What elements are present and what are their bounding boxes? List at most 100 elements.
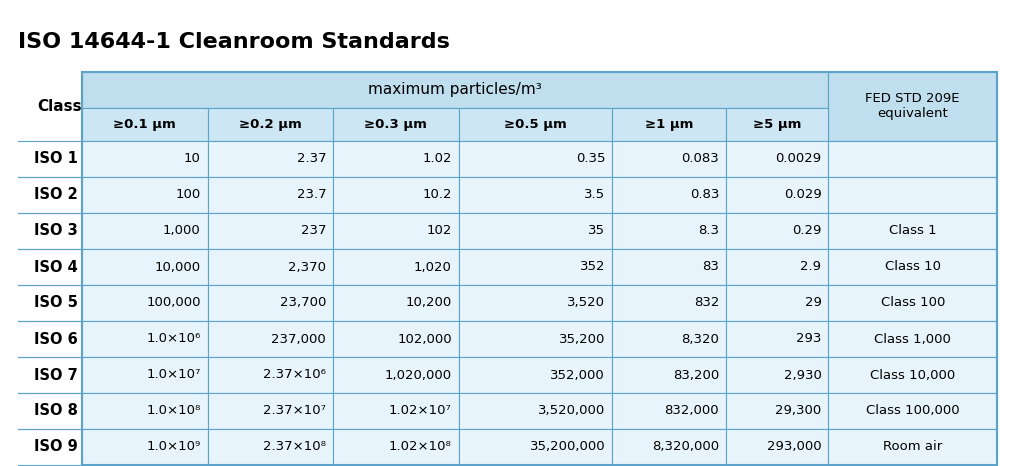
Bar: [207, 177, 333, 213]
Bar: [726, 285, 828, 321]
Bar: [612, 429, 726, 465]
Text: ≥1 μm: ≥1 μm: [645, 118, 693, 131]
Text: 10.2: 10.2: [422, 189, 452, 201]
Text: 10,200: 10,200: [405, 296, 452, 309]
Bar: [82, 393, 207, 429]
Bar: [207, 429, 333, 465]
Text: 1,000: 1,000: [162, 225, 201, 238]
Text: ISO 5: ISO 5: [33, 295, 78, 310]
Bar: [18, 141, 82, 177]
Text: 0.29: 0.29: [792, 225, 821, 238]
Bar: [18, 357, 82, 393]
Bar: [82, 141, 207, 177]
Bar: [82, 285, 207, 321]
Bar: [459, 141, 612, 177]
Text: 2.37×10⁸: 2.37×10⁸: [263, 440, 326, 453]
Text: ISO 4: ISO 4: [33, 260, 78, 274]
Bar: [207, 285, 333, 321]
Text: Class 1: Class 1: [889, 225, 937, 238]
Text: 0.0029: 0.0029: [775, 152, 821, 165]
Bar: [207, 357, 333, 393]
Bar: [726, 177, 828, 213]
Bar: [333, 177, 459, 213]
Bar: [82, 321, 207, 357]
Bar: [726, 393, 828, 429]
Bar: [207, 249, 333, 285]
Bar: [82, 177, 207, 213]
Text: ISO 8: ISO 8: [33, 404, 78, 418]
Text: ISO 1: ISO 1: [33, 151, 78, 166]
Bar: [726, 141, 828, 177]
Text: 352: 352: [580, 260, 605, 274]
Text: 29: 29: [805, 296, 821, 309]
Text: ISO 7: ISO 7: [33, 368, 78, 383]
Bar: [828, 285, 997, 321]
Text: 102: 102: [426, 225, 452, 238]
Text: 3,520,000: 3,520,000: [538, 404, 605, 418]
Bar: [82, 72, 997, 465]
Text: ≥0.3 μm: ≥0.3 μm: [364, 118, 427, 131]
Bar: [726, 213, 828, 249]
Text: 3.5: 3.5: [584, 189, 605, 201]
Bar: [459, 357, 612, 393]
Bar: [459, 177, 612, 213]
Bar: [612, 357, 726, 393]
Text: Room air: Room air: [883, 440, 942, 453]
Bar: [612, 177, 726, 213]
Bar: [18, 393, 82, 429]
Bar: [18, 321, 82, 357]
Bar: [333, 429, 459, 465]
Text: 10,000: 10,000: [154, 260, 201, 274]
Text: 8.3: 8.3: [698, 225, 719, 238]
Text: 1.0×10⁷: 1.0×10⁷: [146, 369, 201, 382]
Text: 23,700: 23,700: [280, 296, 326, 309]
Text: 293,000: 293,000: [766, 440, 821, 453]
Bar: [333, 249, 459, 285]
Bar: [828, 429, 997, 465]
Text: 2,930: 2,930: [784, 369, 821, 382]
Bar: [459, 213, 612, 249]
Text: 102,000: 102,000: [397, 333, 452, 345]
Text: 0.83: 0.83: [690, 189, 719, 201]
Bar: [18, 177, 82, 213]
Bar: [726, 321, 828, 357]
Text: 832: 832: [693, 296, 719, 309]
Text: 237: 237: [300, 225, 326, 238]
Text: ISO 6: ISO 6: [33, 331, 78, 347]
Bar: [333, 321, 459, 357]
Text: ISO 3: ISO 3: [33, 224, 78, 239]
Text: 1.0×10⁹: 1.0×10⁹: [146, 440, 201, 453]
Bar: [18, 213, 82, 249]
Bar: [459, 429, 612, 465]
Bar: [459, 249, 612, 285]
Text: 2,370: 2,370: [288, 260, 326, 274]
Bar: [333, 108, 459, 141]
Bar: [82, 357, 207, 393]
Bar: [726, 357, 828, 393]
Text: ≥0.2 μm: ≥0.2 μm: [239, 118, 301, 131]
Bar: [82, 429, 207, 465]
Text: 1,020,000: 1,020,000: [385, 369, 452, 382]
Text: 29,300: 29,300: [775, 404, 821, 418]
Text: Class 100,000: Class 100,000: [866, 404, 959, 418]
Bar: [207, 108, 333, 141]
Text: 352,000: 352,000: [550, 369, 605, 382]
Text: 832,000: 832,000: [665, 404, 719, 418]
Text: maximum particles/m³: maximum particles/m³: [368, 82, 542, 97]
Bar: [612, 393, 726, 429]
Text: 3,520: 3,520: [567, 296, 605, 309]
Bar: [459, 108, 612, 141]
Bar: [18, 285, 82, 321]
Text: 2.37×10⁷: 2.37×10⁷: [263, 404, 326, 418]
Bar: [612, 285, 726, 321]
Bar: [333, 393, 459, 429]
Text: FED STD 209E
equivalent: FED STD 209E equivalent: [866, 92, 960, 121]
Text: 0.029: 0.029: [784, 189, 821, 201]
Bar: [828, 321, 997, 357]
Text: ISO 9: ISO 9: [33, 439, 78, 454]
Text: ISO 14644-1 Cleanroom Standards: ISO 14644-1 Cleanroom Standards: [18, 32, 450, 52]
Bar: [612, 321, 726, 357]
Text: 0.35: 0.35: [576, 152, 605, 165]
Text: 1.02×10⁷: 1.02×10⁷: [389, 404, 452, 418]
Text: 23.7: 23.7: [296, 189, 326, 201]
